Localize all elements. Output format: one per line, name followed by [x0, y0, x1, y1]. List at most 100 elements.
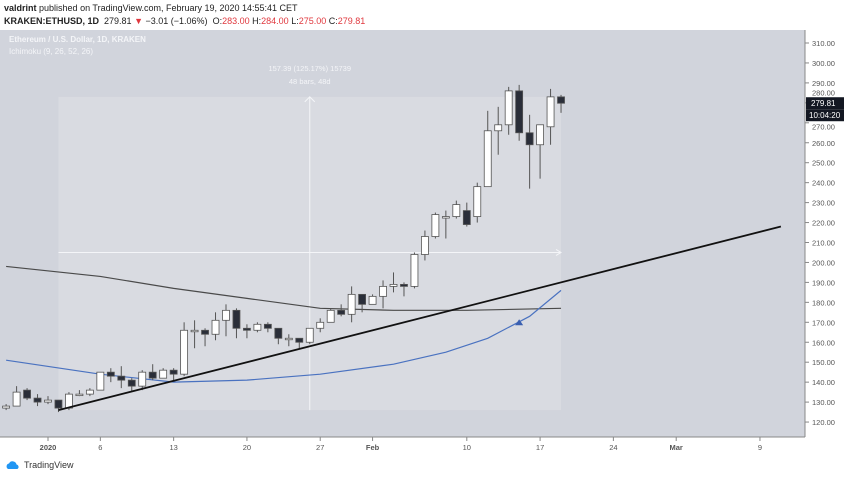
- price-tick-label: 140.00: [812, 378, 835, 387]
- change: −3.01 (−1.06%): [145, 16, 208, 26]
- candle-body: [347, 293, 356, 315]
- candle-body: [557, 96, 565, 104]
- candle-body: [211, 319, 220, 335]
- candle-body: [410, 254, 419, 287]
- candle-body: [452, 204, 461, 217]
- candle-body: [2, 405, 11, 409]
- symbol-info: KRAKEN:ETHUSD, 1D 279.81 ▼ −3.01 (−1.06%…: [4, 16, 365, 26]
- price-tick-label: 190.00: [812, 278, 835, 287]
- candle-body: [159, 369, 168, 379]
- price-tick-label: 220.00: [812, 219, 835, 228]
- candle-body: [222, 309, 230, 321]
- measure-label-bars: 48 bars, 48d: [289, 77, 331, 86]
- candle-body: [33, 397, 42, 403]
- open-label: O:: [212, 16, 223, 26]
- time-tick-label: Mar: [670, 443, 683, 452]
- candle-body: [180, 329, 189, 375]
- candle-body: [400, 283, 408, 287]
- price-tick-label: 240.00: [812, 179, 835, 188]
- tradingview-wordmark: TradingView: [24, 460, 74, 470]
- low-value: 275.00: [298, 16, 327, 26]
- price-tick-label: 210.00: [812, 239, 835, 248]
- candle-body: [431, 214, 440, 237]
- close-value: 279.81: [337, 16, 366, 26]
- published-text: published on TradingView.com, February 1…: [39, 3, 298, 13]
- candle-body: [117, 375, 126, 381]
- candle-body: [96, 371, 105, 391]
- candle-body: [85, 389, 94, 395]
- candle-body: [462, 210, 471, 225]
- candle-body: [326, 309, 335, 323]
- price-tick-label: 250.00: [812, 159, 835, 168]
- price-tick-label: 230.00: [812, 199, 835, 208]
- indicator-legend[interactable]: Ichimoku (9, 26, 52, 26): [9, 47, 94, 56]
- down-arrow-icon: ▼: [134, 16, 143, 26]
- price-tick-label: 150.00: [812, 358, 835, 367]
- price-tick-label: 270.00: [812, 123, 835, 132]
- candle-body: [473, 186, 482, 217]
- candle-body: [44, 399, 52, 403]
- price-tick-label: 170.00: [812, 318, 835, 327]
- price-tick-label: 200.00: [812, 258, 835, 267]
- candle-body: [337, 309, 346, 315]
- candle-body: [243, 327, 251, 331]
- time-tick-label: 17: [536, 443, 544, 452]
- candle-body: [483, 130, 492, 188]
- candle-body: [190, 329, 199, 333]
- time-tick-label: 20: [243, 443, 251, 452]
- time-tick-label: 27: [316, 443, 324, 452]
- symbol: KRAKEN:ETHUSD, 1D: [4, 16, 100, 26]
- candle-body: [295, 337, 304, 343]
- time-tick-label: 9: [758, 443, 762, 452]
- time-tick-label: 6: [98, 443, 102, 452]
- price-tick-label: 160.00: [812, 338, 835, 347]
- candle-body: [263, 323, 272, 329]
- author[interactable]: valdrint: [4, 3, 37, 13]
- candle-body: [504, 90, 513, 126]
- candle-body: [23, 389, 31, 399]
- trendline: [58, 225, 782, 411]
- candle-body: [274, 327, 283, 339]
- candle-body: [54, 399, 63, 409]
- candle-body: [525, 132, 534, 146]
- price-tick-label: 290.00: [812, 79, 835, 88]
- high-value: 284.00: [261, 16, 289, 26]
- time-tick-label: 13: [169, 443, 177, 452]
- low-label: L:: [291, 16, 299, 26]
- countdown-label: 10:04:20: [809, 111, 841, 120]
- price-tick-label: 260.00: [812, 139, 835, 148]
- candle-body: [138, 371, 147, 387]
- candle-body: [127, 379, 136, 387]
- up-triangle-marker-icon: [515, 319, 524, 326]
- candle-body: [75, 393, 84, 397]
- tradingview-cloud-icon: [6, 461, 19, 469]
- candle-body: [441, 216, 450, 219]
- price-tick-label: 300.00: [812, 59, 835, 68]
- countdown-badge: [806, 109, 844, 122]
- price-tick-label: 120.00: [812, 418, 835, 427]
- open-value: 283.00: [222, 16, 250, 26]
- candle-body: [546, 96, 555, 128]
- candle-body: [358, 293, 367, 305]
- price-tick-label: 180.00: [812, 298, 835, 307]
- time-tick-label: 10: [463, 443, 471, 452]
- candle-body: [421, 236, 429, 255]
- price-tick-label: 310.00: [812, 39, 835, 48]
- measure-arrow-right-icon: [555, 249, 563, 256]
- candle-body: [305, 327, 314, 343]
- candle-body: [389, 283, 398, 287]
- candle-body: [106, 371, 115, 377]
- measure-arrow-up-icon: [304, 96, 316, 103]
- price-tick-label: 280.00: [812, 89, 835, 98]
- time-tick-label: 24: [609, 443, 617, 452]
- candle-body: [284, 337, 293, 341]
- candle-body: [253, 323, 262, 331]
- candle-body: [494, 124, 503, 132]
- candle-body: [316, 321, 325, 329]
- current-price-badge: [806, 97, 844, 110]
- last-price: 279.81: [104, 16, 132, 26]
- high-label: H:: [252, 16, 262, 26]
- price-chart[interactable]: 157.39 (125.17%) 15739 48 bars, 48d 310.00…: [0, 30, 850, 458]
- candle-body: [169, 369, 178, 375]
- fast-moving-average-line: [6, 289, 562, 383]
